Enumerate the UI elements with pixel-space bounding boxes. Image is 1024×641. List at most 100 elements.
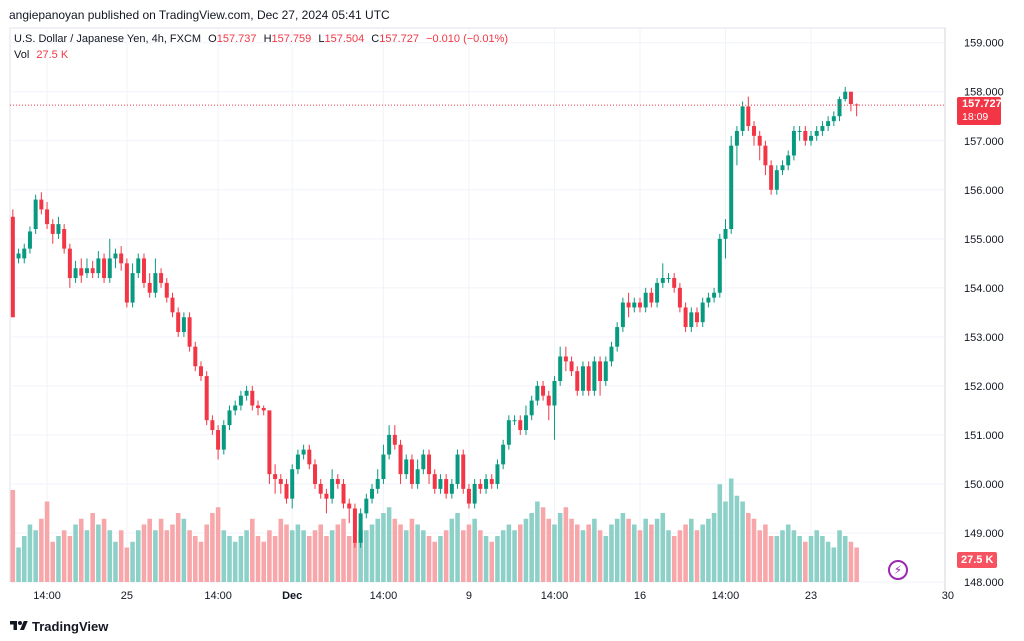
volume-bar [797, 536, 802, 582]
volume-bar [289, 530, 295, 582]
candle-body [50, 224, 55, 234]
y-tick-label: 149.000 [964, 528, 1004, 540]
volume-bar [660, 513, 666, 582]
candle-body [632, 302, 637, 308]
x-tick-label: 14:00 [33, 590, 61, 602]
candle-body [227, 410, 232, 426]
volume-bar [375, 518, 381, 582]
candle-body [318, 483, 323, 494]
y-tick-label: 156.000 [964, 185, 1004, 197]
candle-body [56, 224, 61, 234]
volume-bar [831, 547, 837, 582]
candle-body [438, 479, 443, 489]
volume-bar [21, 536, 27, 582]
candle-body [261, 407, 266, 411]
volume-bar [392, 518, 398, 582]
candle-body [198, 366, 203, 377]
volume-bar [643, 518, 648, 582]
candle-body [575, 371, 580, 391]
candle-body [324, 493, 329, 499]
volume-bar [803, 541, 808, 582]
volume-bar [478, 530, 483, 582]
volume-bar [523, 518, 529, 582]
low-value: 157.504 [324, 33, 365, 45]
candle-body [45, 209, 50, 225]
candle-body [683, 307, 688, 328]
last-price-tag: 157.727 18:09 [957, 97, 1002, 126]
candle-body [478, 483, 483, 489]
change-value: −0.010 (−0.01%) [426, 33, 509, 45]
candle-body [729, 145, 734, 230]
volume-bar [158, 518, 164, 582]
candle-body [164, 282, 169, 298]
candle-body [267, 410, 272, 475]
volume-bar [10, 490, 16, 582]
candle-body [791, 130, 796, 156]
candle-body [238, 395, 243, 406]
volume-bar [175, 513, 181, 582]
candle-body [643, 292, 648, 308]
volume-bar [825, 541, 831, 582]
candle-body [124, 263, 129, 303]
candle-body [677, 287, 682, 308]
volume-bar [44, 501, 50, 582]
candle-body [455, 454, 460, 484]
volume-bar [500, 530, 506, 582]
candle-body [757, 135, 762, 146]
volume-bar [472, 518, 477, 582]
x-tick-label: 9 [466, 590, 472, 602]
volume-bar [808, 536, 814, 582]
footer: TradingView [0, 612, 1024, 641]
close-label: C [371, 33, 380, 45]
volume-bar [141, 524, 147, 582]
volume-bar [517, 524, 523, 582]
volume-bar [73, 524, 78, 582]
candle-body [546, 395, 551, 406]
volume-bar [295, 524, 301, 582]
volume-bar [586, 524, 591, 582]
volume-bar [449, 518, 455, 582]
candle-body [347, 503, 352, 509]
candle-body [837, 99, 842, 117]
volume-bar [711, 513, 717, 582]
candle-body [843, 91, 848, 100]
volume-bar [210, 513, 215, 582]
candle-body [67, 248, 72, 279]
candle-body [814, 130, 819, 136]
candle-body [79, 268, 84, 276]
candle-body [370, 488, 375, 499]
lightning-icon[interactable]: ⚡︎ [888, 560, 908, 580]
candle-body [848, 91, 853, 104]
x-tick-label: 25 [121, 590, 133, 602]
candle-body [278, 479, 283, 484]
volume-bar [130, 541, 135, 582]
volume-bar [204, 524, 209, 582]
candle-body [113, 253, 118, 259]
candle-body [210, 420, 215, 431]
volume-bar [694, 530, 700, 582]
candle-body [717, 238, 722, 293]
volume-bar [341, 518, 346, 582]
candle-body [603, 361, 608, 381]
high-value: 157.759 [271, 33, 312, 45]
volume-bar [164, 530, 170, 582]
candle-body [62, 229, 67, 249]
candle-body [170, 297, 175, 313]
candle-body [586, 366, 591, 391]
volume-bar [728, 478, 734, 582]
volume-bar [683, 524, 688, 582]
candle-body [512, 420, 517, 422]
candle-body [774, 170, 779, 190]
header-bar: angiepanoyan published on TradingView.co… [0, 0, 1024, 28]
candle-body [107, 258, 112, 279]
volume-bar [278, 518, 284, 582]
volume-bar [637, 530, 643, 582]
volume-bar [734, 495, 740, 582]
volume-bar [335, 524, 341, 582]
candle-body [404, 459, 409, 475]
candle-body [740, 106, 745, 131]
volume-bar [438, 536, 443, 582]
volume-bar [421, 530, 426, 582]
volume-bar [329, 530, 335, 582]
